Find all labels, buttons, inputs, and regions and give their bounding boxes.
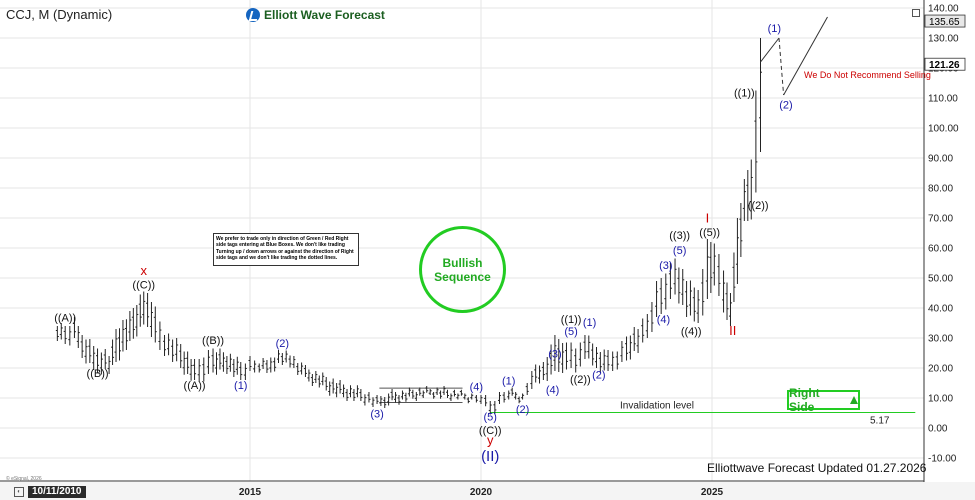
y-tick-label: 0.00 bbox=[928, 424, 948, 435]
brand-logo-icon bbox=[246, 8, 260, 22]
wave-label: ((1)) bbox=[734, 88, 755, 100]
price-label-box bbox=[924, 14, 966, 28]
ticker-label: CCJ, M (Dynamic) bbox=[6, 7, 113, 22]
wave-label: ((A)) bbox=[54, 313, 76, 325]
arrow-up-icon bbox=[850, 396, 858, 404]
price-label-box bbox=[924, 57, 966, 71]
y-tick-label: 30.00 bbox=[928, 334, 953, 345]
wave-label: (4) bbox=[657, 314, 670, 326]
wave-label: (3) bbox=[370, 409, 383, 421]
wave-label: (4) bbox=[546, 385, 559, 397]
warning-label: We Do Not Recommend Selling bbox=[804, 70, 931, 80]
log-scale-icon[interactable]: ◐ bbox=[14, 487, 24, 497]
wave-label: ((1)) bbox=[561, 314, 582, 326]
y-tick-label: 100.00 bbox=[928, 124, 959, 135]
y-tick-label: 40.00 bbox=[928, 304, 953, 315]
price-label: 135.65 bbox=[929, 17, 960, 28]
y-tick-label: 20.00 bbox=[928, 364, 953, 375]
wave-label: II bbox=[729, 323, 736, 338]
wave-label: ((C)) bbox=[479, 425, 502, 437]
wave-label: ((2)) bbox=[748, 200, 769, 212]
updated-label: Elliottwave Forecast Updated 01.27.2026 bbox=[707, 461, 927, 475]
wave-label: (2) bbox=[276, 338, 289, 350]
projection-wave-2 bbox=[778, 37, 785, 96]
wave-label: (3) bbox=[548, 349, 561, 361]
wave-label: (5) bbox=[484, 412, 497, 424]
x-tick-label: 2015 bbox=[239, 487, 262, 498]
y-tick-label: 140.00 bbox=[928, 4, 959, 15]
settings-icon[interactable] bbox=[912, 9, 920, 17]
projection-wave-1 bbox=[760, 37, 780, 63]
bullish-sequence-label: Bullish Sequence bbox=[434, 255, 491, 284]
wave-label: ((A)) bbox=[184, 380, 206, 392]
wave-label: y bbox=[487, 433, 494, 448]
wave-label: ((C)) bbox=[132, 280, 155, 292]
wave-label: ((3)) bbox=[669, 230, 690, 242]
x-tick-label: 2020 bbox=[470, 487, 493, 498]
date-badge: 10/11/2010 bbox=[28, 486, 86, 498]
y-tick-label: -10.00 bbox=[928, 454, 957, 465]
wave-label: (II) bbox=[481, 448, 499, 465]
y-tick-label: 60.00 bbox=[928, 244, 953, 255]
wave-label: (2) bbox=[779, 100, 792, 112]
wave-label: (5) bbox=[673, 245, 686, 257]
y-tick-label: 50.00 bbox=[928, 274, 953, 285]
invalidation-value: 5.17 bbox=[870, 415, 890, 426]
y-tick-label: 10.00 bbox=[928, 394, 953, 405]
y-tick-label: 90.00 bbox=[928, 154, 953, 165]
projection-wave-3 bbox=[783, 16, 828, 96]
wave-label: (1) bbox=[768, 23, 781, 35]
wave-label: ((2)) bbox=[570, 374, 591, 386]
wave-label: (1) bbox=[583, 317, 596, 329]
wave-label: x bbox=[140, 263, 147, 278]
wave-label: (2) bbox=[592, 370, 605, 382]
copyright-label: © eSignal, 2026 bbox=[6, 476, 42, 482]
wave-label: (5) bbox=[564, 326, 577, 338]
bullish-sequence-badge: Bullish Sequence bbox=[419, 226, 506, 313]
wave-label: ((4)) bbox=[681, 326, 702, 338]
wave-label: (3) bbox=[659, 260, 672, 272]
x-tick-label: 2025 bbox=[701, 487, 724, 498]
wave-label: (4) bbox=[470, 382, 483, 394]
right-side-label: Right Side bbox=[789, 386, 820, 414]
brand-name: Elliott Wave Forecast bbox=[264, 8, 385, 22]
trading-note: We prefer to trade only in direction of … bbox=[213, 233, 359, 266]
x-axis-band bbox=[0, 482, 975, 500]
y-tick-label: 110.00 bbox=[928, 94, 958, 105]
y-tick-label: 80.00 bbox=[928, 184, 953, 195]
wave-label: I bbox=[706, 211, 710, 226]
right-side-badge: Right Side bbox=[787, 386, 860, 414]
y-tick-label: 70.00 bbox=[928, 214, 953, 225]
wave-label: ((B)) bbox=[87, 368, 109, 380]
invalidation-label: Invalidation level bbox=[620, 400, 694, 411]
wave-label: ((B)) bbox=[202, 335, 224, 347]
wave-label: (1) bbox=[234, 380, 247, 392]
brand-logo-title: Elliott Wave Forecast bbox=[246, 8, 385, 22]
price-label: 121.26 bbox=[929, 60, 960, 71]
wave-label: (1) bbox=[502, 376, 515, 388]
wave-label: (2) bbox=[516, 404, 529, 416]
wave-label: ((5)) bbox=[699, 227, 720, 239]
y-tick-label: 130.00 bbox=[928, 34, 959, 45]
